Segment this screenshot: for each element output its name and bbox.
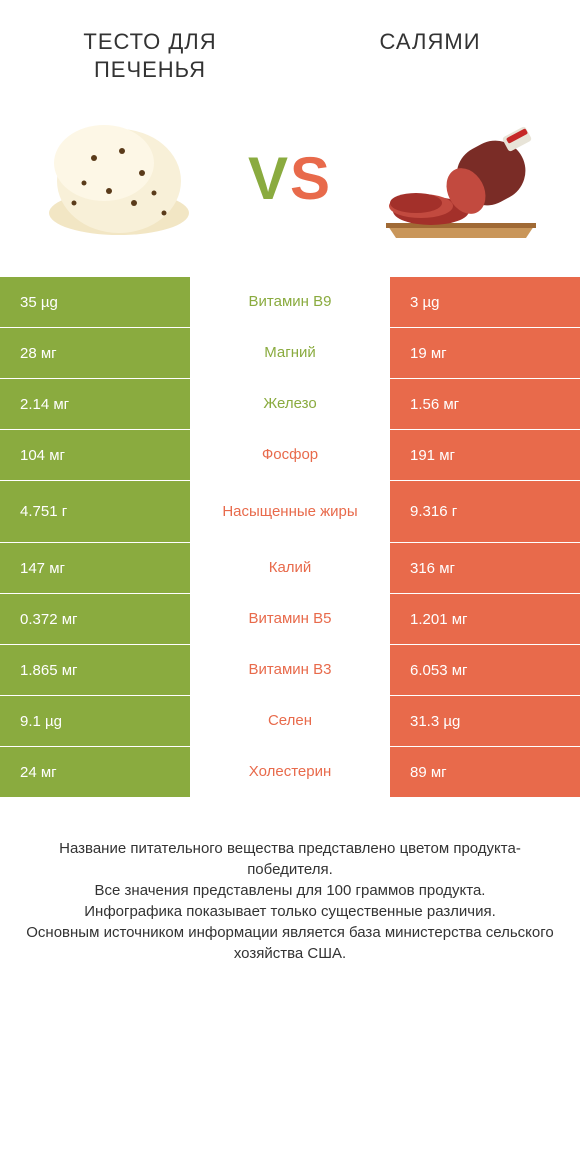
nutrient-label: Витамин B5 bbox=[190, 594, 390, 644]
nutrient-label: Фосфор bbox=[190, 430, 390, 480]
footer-notes: Название питательного вещества представл… bbox=[0, 798, 580, 964]
nutrient-label: Селен bbox=[190, 696, 390, 746]
left-value-cell: 28 мг bbox=[0, 328, 190, 378]
nutrient-label: Насыщенные жиры bbox=[190, 481, 390, 542]
table-row: 4.751 гНасыщенные жиры9.316 г bbox=[0, 481, 580, 543]
footer-line: Название питательного вещества представл… bbox=[24, 838, 556, 880]
table-row: 28 мгМагний19 мг bbox=[0, 328, 580, 379]
left-product-title: ТЕСТО ДЛЯ ПЕЧЕНЬЯ bbox=[40, 28, 260, 83]
right-value-cell: 6.053 мг bbox=[390, 645, 580, 695]
vs-v: V bbox=[248, 145, 290, 212]
footer-line: Инфографика показывает только существенн… bbox=[24, 901, 556, 922]
left-value-cell: 24 мг bbox=[0, 747, 190, 797]
left-value-cell: 4.751 г bbox=[0, 481, 190, 542]
nutrient-label: Витамин B9 bbox=[190, 277, 390, 327]
left-value-cell: 104 мг bbox=[0, 430, 190, 480]
header: ТЕСТО ДЛЯ ПЕЧЕНЬЯ САЛЯМИ bbox=[0, 0, 580, 83]
right-value-cell: 9.316 г bbox=[390, 481, 580, 542]
left-value-cell: 2.14 мг bbox=[0, 379, 190, 429]
table-row: 0.372 мгВитамин B51.201 мг bbox=[0, 594, 580, 645]
left-value-cell: 147 мг bbox=[0, 543, 190, 593]
left-product-image bbox=[24, 103, 214, 253]
nutrient-label: Холестерин bbox=[190, 747, 390, 797]
right-value-cell: 31.3 µg bbox=[390, 696, 580, 746]
table-row: 104 мгФосфор191 мг bbox=[0, 430, 580, 481]
right-value-cell: 89 мг bbox=[390, 747, 580, 797]
table-row: 35 µgВитамин B93 µg bbox=[0, 277, 580, 328]
table-row: 9.1 µgСелен31.3 µg bbox=[0, 696, 580, 747]
nutrient-label: Магний bbox=[190, 328, 390, 378]
left-value-cell: 1.865 мг bbox=[0, 645, 190, 695]
footer-line: Все значения представлены для 100 граммо… bbox=[24, 880, 556, 901]
left-value-cell: 0.372 мг bbox=[0, 594, 190, 644]
left-value-cell: 35 µg bbox=[0, 277, 190, 327]
table-row: 24 мгХолестерин89 мг bbox=[0, 747, 580, 798]
table-row: 1.865 мгВитамин B36.053 мг bbox=[0, 645, 580, 696]
right-product-image bbox=[366, 103, 556, 253]
right-value-cell: 19 мг bbox=[390, 328, 580, 378]
right-value-cell: 1.201 мг bbox=[390, 594, 580, 644]
nutrient-label: Витамин B3 bbox=[190, 645, 390, 695]
table-row: 2.14 мгЖелезо1.56 мг bbox=[0, 379, 580, 430]
right-value-cell: 3 µg bbox=[390, 277, 580, 327]
right-product-title: САЛЯМИ bbox=[320, 28, 540, 56]
nutrient-label: Железо bbox=[190, 379, 390, 429]
vs-label: VS bbox=[248, 144, 332, 213]
right-value-cell: 316 мг bbox=[390, 543, 580, 593]
right-value-cell: 1.56 мг bbox=[390, 379, 580, 429]
images-row: VS bbox=[0, 83, 580, 277]
vs-s: S bbox=[290, 145, 332, 212]
right-value-cell: 191 мг bbox=[390, 430, 580, 480]
footer-line: Основным источником информации является … bbox=[24, 922, 556, 964]
nutrient-label: Калий bbox=[190, 543, 390, 593]
comparison-table: 35 µgВитамин B93 µg28 мгМагний19 мг2.14 … bbox=[0, 277, 580, 798]
table-row: 147 мгКалий316 мг bbox=[0, 543, 580, 594]
left-value-cell: 9.1 µg bbox=[0, 696, 190, 746]
